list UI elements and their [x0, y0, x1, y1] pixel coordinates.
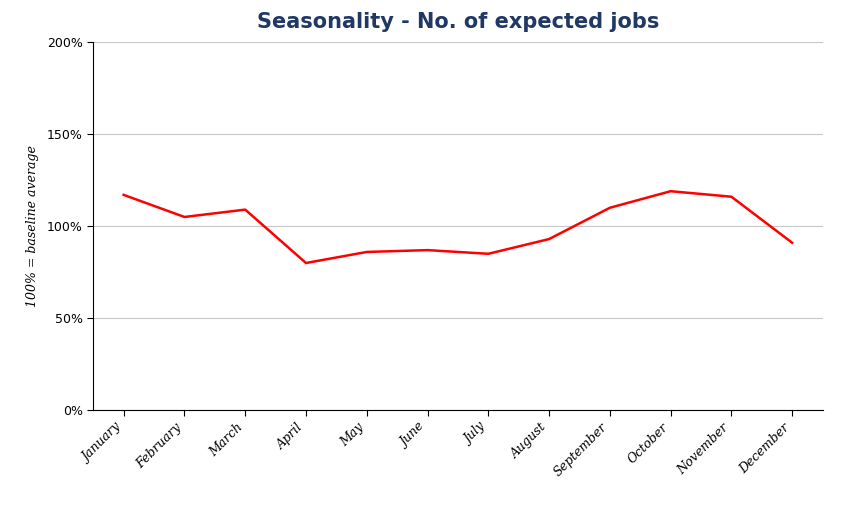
Title: Seasonality - No. of expected jobs: Seasonality - No. of expected jobs — [257, 12, 659, 32]
Y-axis label: 100% = baseline average: 100% = baseline average — [25, 145, 39, 307]
